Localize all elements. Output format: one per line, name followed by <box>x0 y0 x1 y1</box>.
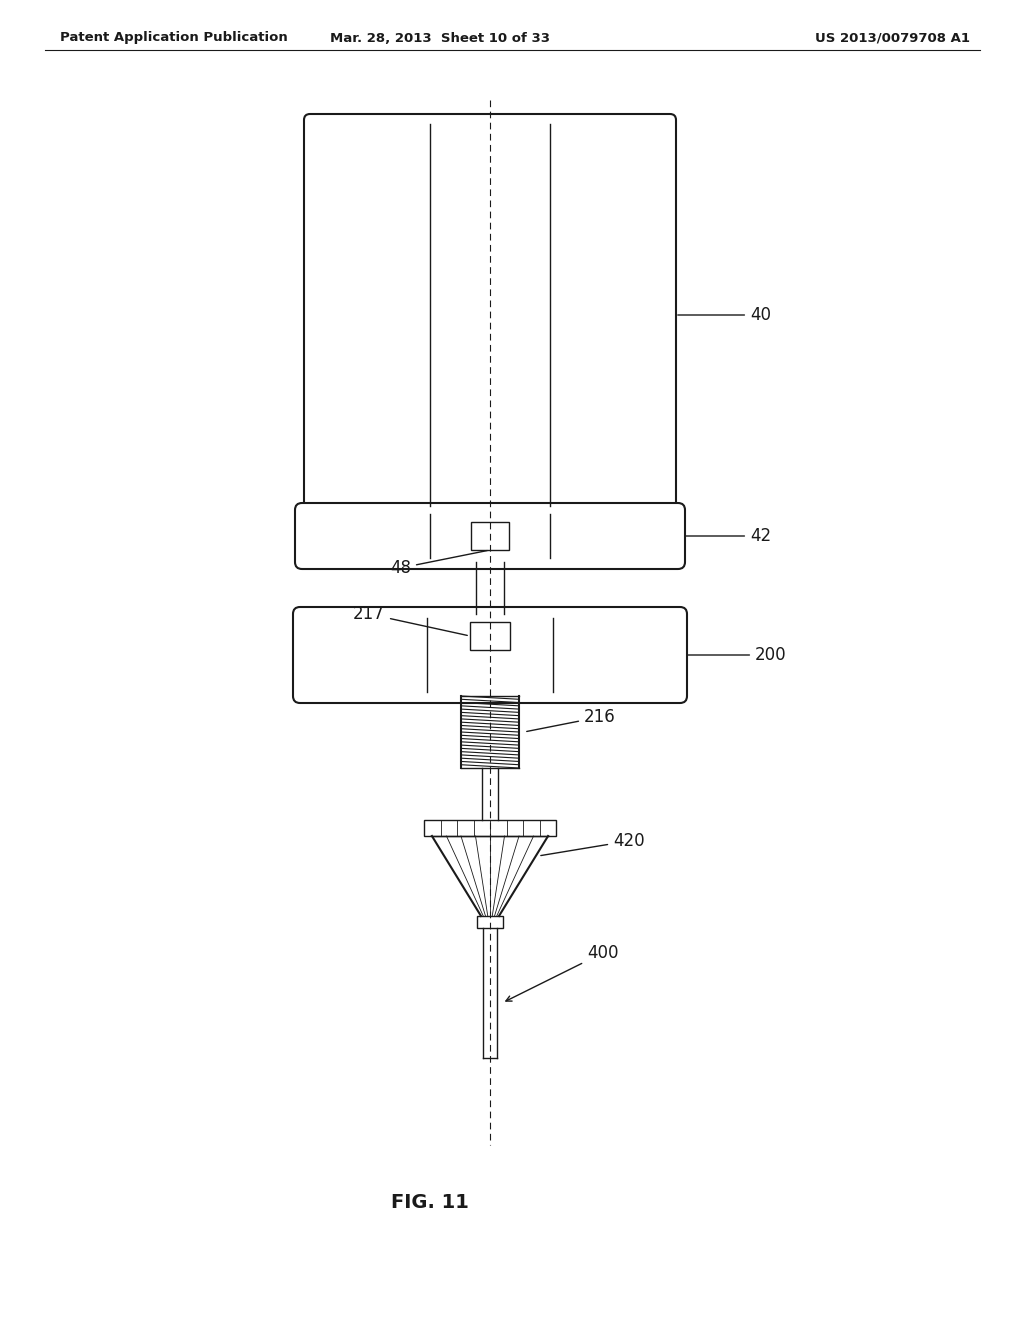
Text: FIG. 11: FIG. 11 <box>391 1192 469 1212</box>
Text: US 2013/0079708 A1: US 2013/0079708 A1 <box>815 32 970 45</box>
Text: 400: 400 <box>506 944 618 1001</box>
Bar <box>471 521 509 550</box>
Text: 216: 216 <box>526 708 615 731</box>
Text: 217: 217 <box>353 605 467 635</box>
Text: Mar. 28, 2013  Sheet 10 of 33: Mar. 28, 2013 Sheet 10 of 33 <box>330 32 550 45</box>
FancyBboxPatch shape <box>293 607 687 704</box>
Text: 42: 42 <box>686 527 771 545</box>
Text: Patent Application Publication: Patent Application Publication <box>60 32 288 45</box>
Bar <box>424 820 556 836</box>
Text: 200: 200 <box>688 645 786 664</box>
Text: 48: 48 <box>390 550 487 577</box>
Text: 40: 40 <box>678 306 771 323</box>
FancyBboxPatch shape <box>295 503 685 569</box>
Bar <box>470 622 510 649</box>
Bar <box>477 916 503 928</box>
Text: 420: 420 <box>541 832 645 855</box>
FancyBboxPatch shape <box>304 114 676 516</box>
